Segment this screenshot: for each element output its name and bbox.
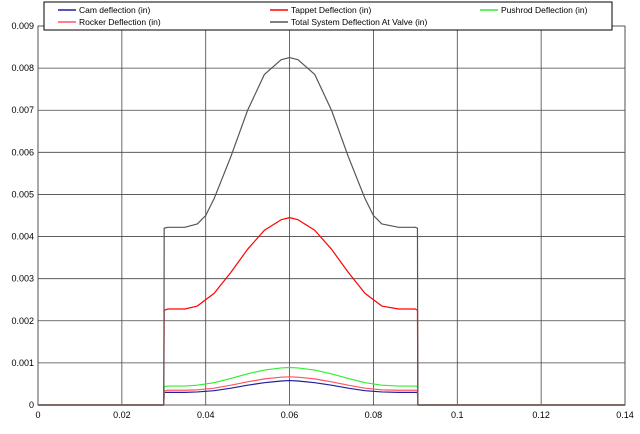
series-line-1 (38, 379, 625, 406)
series-lines (38, 56, 625, 406)
y-tick-label: 0.007 (11, 105, 34, 115)
y-tick-label: 0.009 (11, 21, 34, 31)
y-tick-label: 0.001 (11, 358, 34, 368)
y-tick-label: 0.003 (11, 274, 34, 284)
series-line-5 (38, 56, 625, 406)
x-tick-label: 0.14 (616, 410, 634, 420)
series-line-4 (38, 376, 625, 406)
series-line-2 (38, 217, 625, 406)
x-tick-label: 0.1 (451, 410, 464, 420)
legend-label: Rocker Deflection (in) (79, 17, 161, 27)
legend-label: Tappet Deflection (in) (291, 5, 371, 15)
series-line-3 (38, 366, 625, 406)
x-tick-label: 0 (35, 410, 40, 420)
legend-box (43, 1, 613, 31)
y-tick-label: 0.002 (11, 316, 34, 326)
plot-area (37, 25, 626, 406)
x-tick-label: 0.06 (281, 410, 299, 420)
x-tick-label: 0.08 (365, 410, 383, 420)
y-tick-label: 0.006 (11, 147, 34, 157)
legend-label: Total System Deflection At Valve (in) (291, 17, 428, 27)
legend: Cam deflection (in) Tappet Deflection (in… (43, 1, 613, 31)
x-tick-label: 0.02 (113, 410, 131, 420)
y-tick-label: 0 (29, 400, 34, 410)
y-tick-label: 0.008 (11, 63, 34, 73)
x-tick-label: 0.12 (532, 410, 550, 420)
tick-labels: 0 0.001 0.002 0.003 0.004 0.005 0.006 0.007 0.00… (11, 21, 633, 420)
y-tick-label: 0.005 (11, 189, 34, 199)
legend-label: Pushrod Deflection (in) (501, 5, 588, 15)
x-tick-label: 0.04 (197, 410, 215, 420)
legend-label: Cam deflection (in) (79, 5, 151, 15)
y-tick-label: 0.004 (11, 232, 34, 242)
